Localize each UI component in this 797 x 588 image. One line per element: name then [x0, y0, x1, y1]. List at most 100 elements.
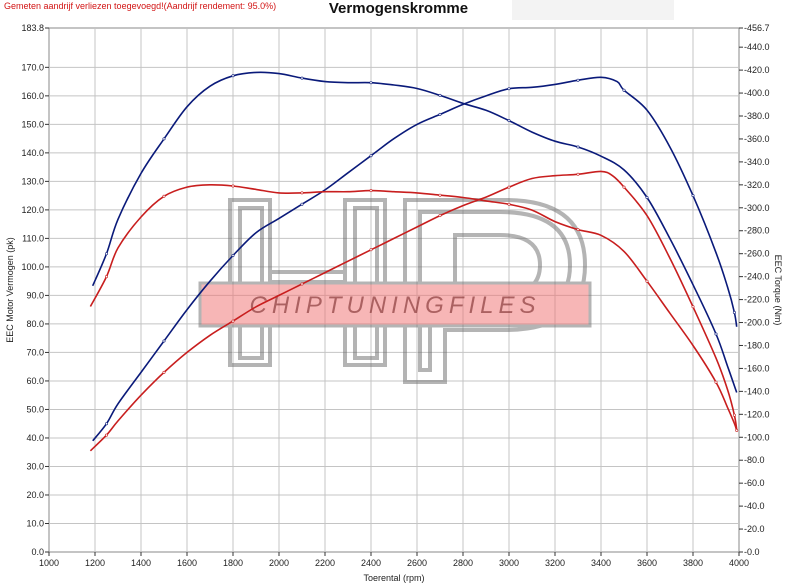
- y2-tick-label-15: -300.0: [744, 203, 770, 213]
- y2-tick-label-17: -340.0: [744, 157, 770, 167]
- series-lines: [89, 71, 739, 452]
- x-tick-label-12: 3400: [591, 558, 611, 568]
- y2-tick-label-4: -80.0: [744, 455, 765, 465]
- y-tick-label-8: 80.0: [26, 319, 44, 329]
- y-tick-label-12: 120.0: [21, 205, 44, 215]
- x-tick-label-14: 3800: [683, 558, 703, 568]
- series-0-point-31: [732, 310, 736, 314]
- series-3-point-1: [105, 275, 109, 279]
- series-2-point-25: [622, 185, 626, 189]
- series-line-3: [89, 183, 738, 431]
- y2-tick-label-19: -380.0: [744, 111, 770, 121]
- x-tick-label-5: 2000: [269, 558, 289, 568]
- y-tick-labels: 0.0 10.0 20.0 30.0 40.0 50.0 60.0 70.0 80.0 90.0 1…: [21, 23, 49, 557]
- series-1-point-25: [645, 196, 649, 200]
- series-3-point-13: [369, 189, 373, 193]
- x-tick-label-11: 3200: [545, 558, 565, 568]
- series-3-point-22: [576, 228, 580, 232]
- y2-tick-label-5: -100.0: [744, 432, 770, 442]
- watermark-banner: [198, 281, 592, 328]
- series-2-point-4: [162, 370, 166, 374]
- chart-title: Vermogenskromme: [328, 0, 469, 17]
- y2-tick-label-20: -400.0: [744, 88, 770, 98]
- y2-tick-label-1: -20.0: [744, 524, 765, 534]
- series-3-point-4: [162, 194, 166, 198]
- y2-tick-label-11: -220.0: [744, 295, 770, 305]
- y-tick-label-6: 60.0: [26, 376, 44, 386]
- x-tick-label-0: 1000: [39, 558, 59, 568]
- x-tick-label-7: 2400: [361, 558, 381, 568]
- series-1-point-1: [105, 252, 109, 256]
- series-2-point-28: [691, 305, 695, 309]
- series-2-point-19: [507, 185, 511, 189]
- y2-tick-label-22: -440.0: [744, 42, 770, 52]
- series-0-point-7: [231, 254, 235, 258]
- y2-tick-label-6: -120.0: [744, 409, 770, 419]
- y-tick-label-2: 20.0: [26, 490, 44, 500]
- y2-tick-label-18: -360.0: [744, 134, 770, 144]
- y-tick-label-14: 140.0: [21, 148, 44, 158]
- series-0-point-28: [691, 194, 695, 198]
- x-tick-label-4: 1800: [223, 558, 243, 568]
- watermark-text: CHIPTUNINGFILES: [249, 292, 540, 319]
- y-tick-label-9: 90.0: [26, 290, 44, 300]
- series-0-point-1: [105, 422, 109, 426]
- y2-tick-label-10: -200.0: [744, 318, 770, 328]
- series-3-point-31: [735, 428, 739, 432]
- x-tick-labels: 1000 1200 1400 1600 1800 2000 2200 2400 2600 2800…: [39, 552, 749, 568]
- series-1-point-19: [507, 119, 511, 123]
- y-tick-label-10: 100.0: [21, 262, 44, 272]
- series-3-point-28: [714, 380, 718, 384]
- x-tick-label-3: 1600: [177, 558, 197, 568]
- series-0-point-22: [576, 78, 580, 82]
- x-tick-label-15: 4000: [729, 558, 749, 568]
- drivetrain-loss-note: Gemeten aandrijf verliezen toegevoegd!(A…: [4, 1, 277, 11]
- y-tick-label-7: 70.0: [26, 347, 44, 357]
- y2-tick-label-14: -280.0: [744, 226, 770, 236]
- series-1-point-10: [300, 76, 304, 80]
- series-2-point-22: [576, 172, 580, 176]
- y2-tick-label-8: -160.0: [744, 363, 770, 373]
- series-2-point-16: [438, 214, 442, 218]
- x-tick-label-9: 2800: [453, 558, 473, 568]
- y-tick-label-0: 0.0: [31, 547, 44, 557]
- series-0-point-25: [622, 88, 626, 92]
- series-0-point-19: [507, 87, 511, 91]
- x-tick-label-8: 2600: [407, 558, 427, 568]
- series-0-point-16: [438, 112, 442, 116]
- y-tick-label-18: 183.8: [21, 23, 44, 33]
- series-1-point-16: [438, 93, 442, 97]
- series-2-point-31: [732, 413, 736, 417]
- series-3-point-25: [645, 279, 649, 283]
- y-tick-label-3: 30.0: [26, 461, 44, 471]
- y-tick-label-17: 170.0: [21, 62, 44, 72]
- y-axis-label: EEC Motor Vermogen (pk): [5, 237, 15, 343]
- series-1-point-22: [576, 145, 580, 149]
- x-tick-label-6: 2200: [315, 558, 335, 568]
- y2-tick-label-13: -260.0: [744, 249, 770, 259]
- series-0-point-13: [369, 154, 373, 158]
- y-tick-label-11: 110.0: [22, 233, 44, 243]
- series-3-point-19: [507, 202, 511, 206]
- y2-tick-label-3: -60.0: [744, 478, 765, 488]
- series-0-point-4: [162, 339, 166, 343]
- y-tick-label-13: 130.0: [21, 176, 44, 186]
- y2-tick-label-2: -40.0: [744, 501, 765, 511]
- series-3-point-7: [231, 184, 235, 188]
- y2-tick-label-23: -456.7: [744, 23, 770, 33]
- series-2-point-7: [231, 319, 235, 323]
- series-0-point-10: [300, 202, 304, 206]
- x-tick-label-13: 3600: [637, 558, 657, 568]
- y2-tick-label-12: -240.0: [744, 272, 770, 282]
- series-2-point-1: [105, 433, 109, 437]
- x-axis-label: Toerental (rpm): [363, 573, 424, 583]
- y2-tick-label-0: -0.0: [744, 547, 760, 557]
- x-tick-label-1: 1200: [85, 558, 105, 568]
- y-tick-label-16: 160.0: [21, 91, 44, 101]
- y2-tick-label-9: -180.0: [744, 340, 770, 350]
- series-1-point-4: [162, 137, 166, 141]
- series-1-point-28: [714, 332, 718, 336]
- y-tick-label-1: 10.0: [26, 518, 44, 528]
